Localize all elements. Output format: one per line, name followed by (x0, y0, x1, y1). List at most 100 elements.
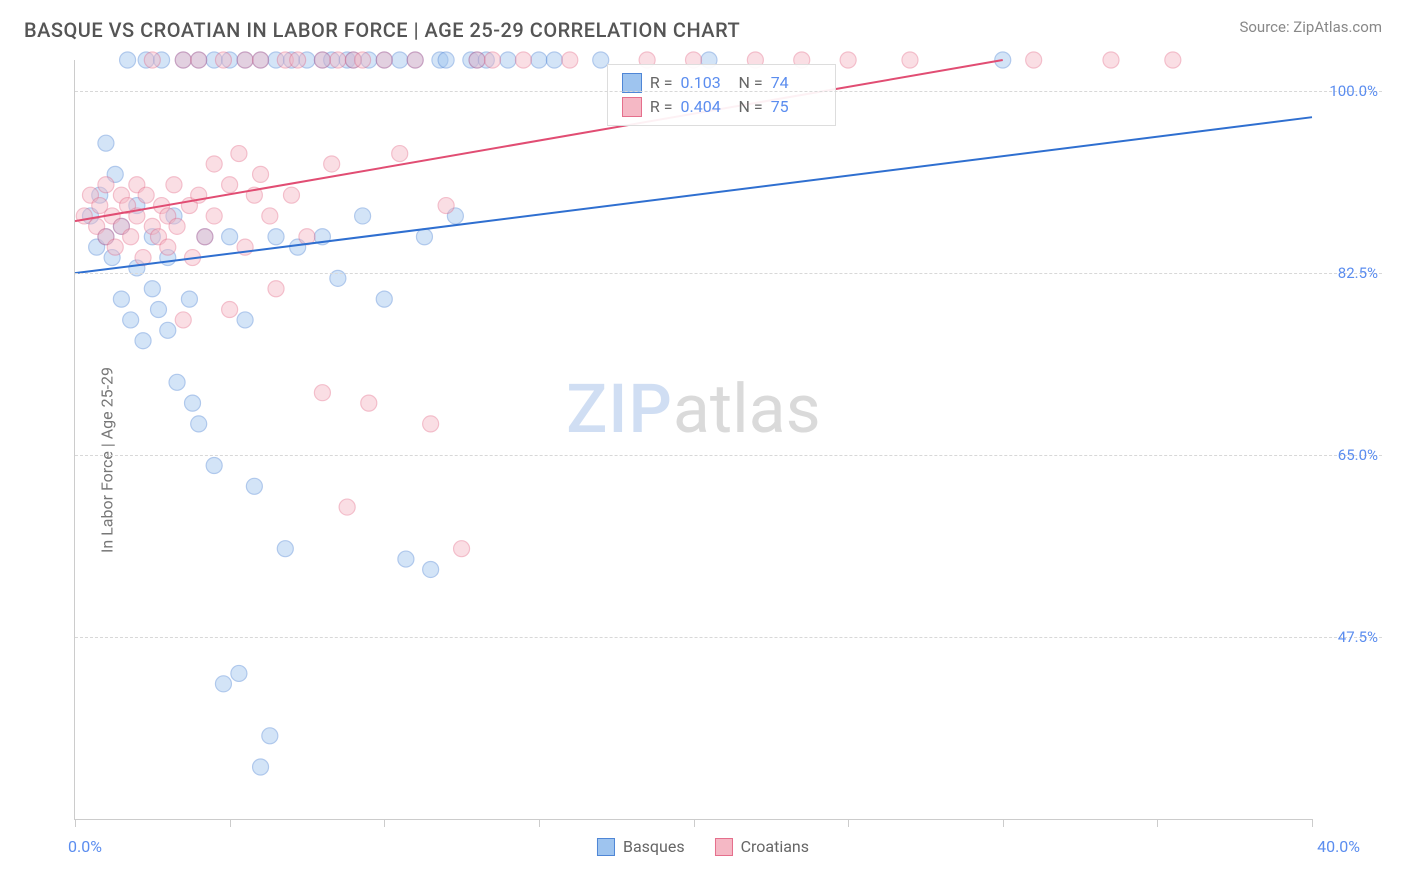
data-point (206, 208, 222, 224)
data-point (166, 177, 182, 193)
data-point (138, 187, 154, 203)
gridline (75, 273, 1382, 274)
data-point (423, 561, 439, 577)
data-point (120, 52, 136, 68)
x-tick (539, 819, 540, 827)
legend-item: Basques (597, 837, 685, 856)
data-point (283, 187, 299, 203)
data-point (277, 541, 293, 557)
data-point (268, 281, 284, 297)
data-point (169, 218, 185, 234)
x-tick (1157, 819, 1158, 827)
data-point (175, 52, 191, 68)
gridline (75, 455, 1382, 456)
stats-swatch (622, 97, 642, 117)
trend-line (75, 60, 1003, 221)
data-point (423, 416, 439, 432)
data-point (246, 478, 262, 494)
data-point (181, 291, 197, 307)
x-axis-max-label: 40.0% (1317, 837, 1360, 856)
data-point (144, 281, 160, 297)
data-point (113, 291, 129, 307)
data-point (361, 395, 377, 411)
y-tick-label: 47.5% (1338, 628, 1378, 646)
data-point (160, 322, 176, 338)
data-point (237, 312, 253, 328)
data-point (98, 177, 114, 193)
data-point (330, 52, 346, 68)
stats-row: R = 0.404 N = 75 (622, 95, 821, 119)
chart-header: BASQUE VS CROATIAN IN LABOR FORCE | AGE … (0, 0, 1406, 50)
data-point (222, 229, 238, 245)
data-point (262, 728, 278, 744)
stats-n-label: N = (739, 73, 763, 92)
data-point (500, 52, 516, 68)
data-point (175, 312, 191, 328)
data-point (237, 52, 253, 68)
chart-source: Source: ZipAtlas.com (1239, 18, 1382, 36)
x-axis-min-label: 0.0% (68, 837, 102, 856)
stats-n-label: N = (739, 97, 763, 116)
x-tick (1003, 819, 1004, 827)
stats-swatch (622, 73, 642, 93)
data-point (398, 551, 414, 567)
stats-n-value: 74 (771, 73, 821, 92)
data-point (484, 52, 500, 68)
data-point (231, 665, 247, 681)
legend-item: Croatians (715, 837, 809, 856)
data-point (840, 52, 856, 68)
plot-svg (75, 60, 1312, 819)
data-point (376, 291, 392, 307)
gridline (75, 637, 1382, 638)
data-point (314, 52, 330, 68)
correlation-stats-box: R = 0.103 N = 74 R = 0.404 N = 75 (607, 64, 836, 126)
data-point (268, 229, 284, 245)
data-point (150, 302, 166, 318)
gridline (75, 91, 1382, 92)
data-point (215, 52, 231, 68)
legend-label: Croatians (741, 837, 809, 856)
data-point (222, 302, 238, 318)
data-point (314, 385, 330, 401)
data-point (355, 52, 371, 68)
data-point (222, 177, 238, 193)
x-tick (848, 819, 849, 827)
data-point (515, 52, 531, 68)
stats-r-label: R = (650, 97, 673, 116)
data-point (98, 135, 114, 151)
x-tick (75, 819, 76, 827)
chart-area: In Labor Force | Age 25-29 ZIPatlas R = … (24, 52, 1382, 868)
y-tick-label: 100.0% (1329, 82, 1378, 100)
y-tick-label: 65.0% (1338, 446, 1378, 464)
data-point (324, 156, 340, 172)
data-point (123, 229, 139, 245)
data-point (185, 395, 201, 411)
data-point (262, 208, 278, 224)
data-point (1165, 52, 1181, 68)
data-point (144, 52, 160, 68)
data-point (531, 52, 547, 68)
data-point (469, 52, 485, 68)
y-tick-label: 82.5% (1338, 264, 1378, 282)
data-point (107, 239, 123, 255)
x-tick (1312, 819, 1313, 827)
stats-r-value: 0.404 (681, 97, 731, 116)
x-tick (230, 819, 231, 827)
data-point (191, 52, 207, 68)
data-point (253, 166, 269, 182)
x-tick (384, 819, 385, 827)
data-point (407, 52, 423, 68)
data-point (135, 333, 151, 349)
data-point (438, 198, 454, 214)
data-point (191, 416, 207, 432)
legend-label: Basques (623, 837, 685, 856)
data-point (546, 52, 562, 68)
x-tick (694, 819, 695, 827)
data-point (290, 52, 306, 68)
data-point (438, 52, 454, 68)
legend-swatch (597, 838, 615, 856)
data-point (339, 499, 355, 515)
legend: Basques Croatians (597, 837, 809, 856)
data-point (231, 146, 247, 162)
data-point (454, 541, 470, 557)
